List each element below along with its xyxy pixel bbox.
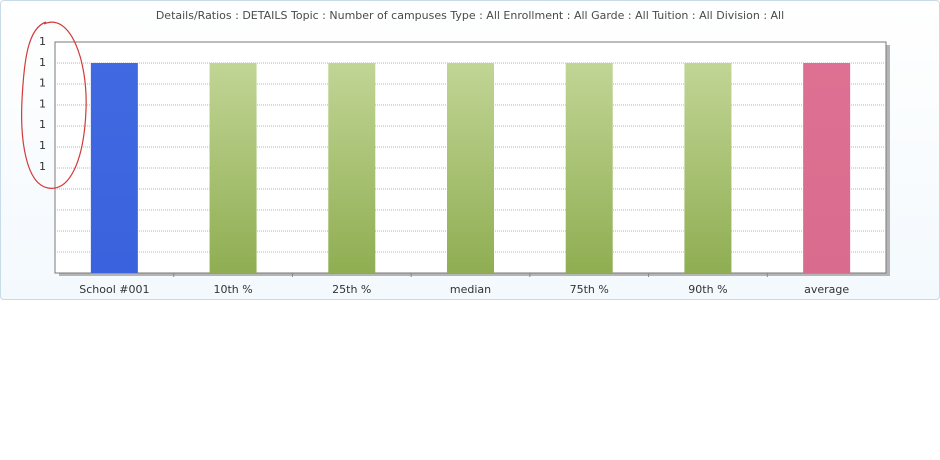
x-axis-ticks: School #001 10th % 25th % median 75th % 90th …: [79, 273, 849, 296]
bar-75th: [565, 63, 613, 273]
x-category-label: average: [804, 283, 849, 296]
bar-school-001: [90, 63, 138, 273]
y-axis-ticks: 1 1 1 1 1 1 1: [39, 35, 46, 173]
bars: [90, 63, 851, 273]
y-tick-label: 1: [39, 160, 46, 173]
y-tick-label: 1: [39, 77, 46, 90]
bar-average: [803, 63, 851, 273]
chart-title: Details/Ratios : DETAILS Topic : Number …: [155, 9, 785, 22]
bar-25th: [328, 63, 376, 273]
x-category-label: median: [450, 283, 491, 296]
bar-median: [447, 63, 494, 273]
y-tick-label: 1: [39, 97, 46, 110]
bar-10th: [209, 63, 257, 273]
x-category-label: School #001: [79, 283, 149, 296]
bar-90th: [684, 63, 732, 273]
x-category-label: 75th %: [570, 283, 609, 296]
x-category-label: 25th %: [332, 283, 371, 296]
y-tick-label: 1: [39, 139, 46, 152]
y-tick-label: 1: [39, 56, 46, 69]
y-tick-label: 1: [39, 35, 46, 48]
x-category-label: 10th %: [213, 283, 252, 296]
bar-chart: 1 1 1 1 1 1 1 School #001 10th % 25th % median 75t…: [21, 21, 890, 296]
x-category-label: 90th %: [688, 283, 727, 296]
y-tick-label: 1: [39, 118, 46, 131]
red-circle-annotation: [21, 21, 87, 189]
gridlines: [55, 62, 886, 253]
